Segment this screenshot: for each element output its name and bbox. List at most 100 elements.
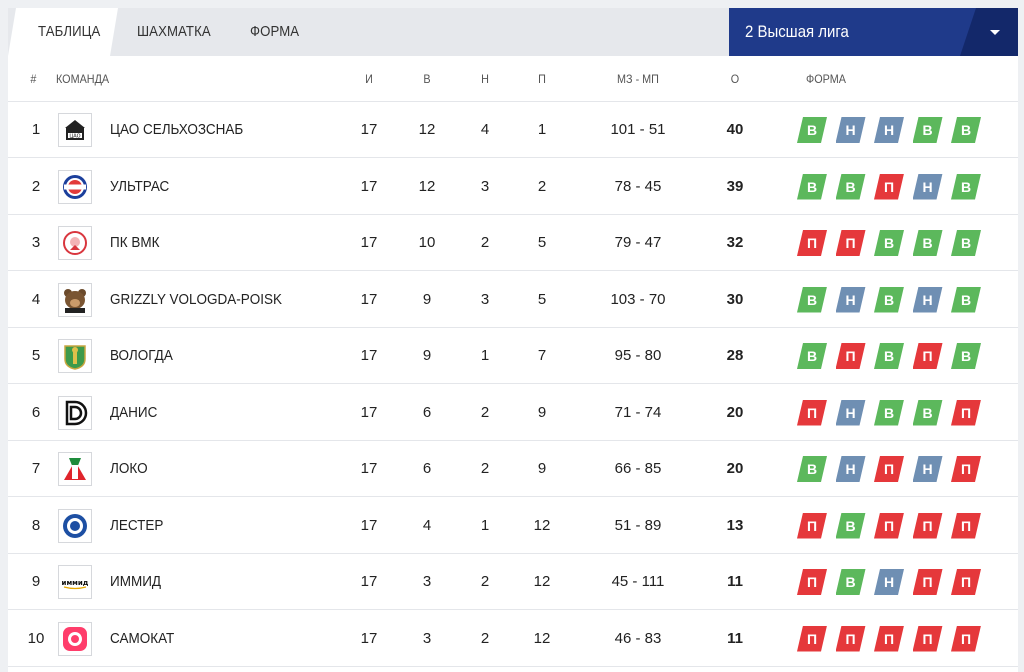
form-badge: В [951,173,981,200]
form-badge: П [835,230,866,256]
league-select-toggle[interactable] [960,8,1018,56]
draws: 1 [480,347,490,364]
team-name[interactable]: ИММИД [110,573,162,590]
team-name[interactable]: ВОЛОГДА [110,347,173,364]
form-badge: П [797,512,827,539]
form-badge: В [874,343,904,369]
row-position: 8 [31,516,41,534]
table-row[interactable]: 4 GRIZZLY VOLOGDA-POISK 17 9 3 5 103 - 70 30 В Н В… [8,272,1018,328]
team-name[interactable]: ДАНИС [110,403,158,421]
team-name[interactable]: УЛЬТРАС [110,177,170,195]
form-badge: В [912,117,943,143]
vologda-logo-icon[interactable] [58,339,92,373]
team-name[interactable]: GRIZZLY VOLOGDA-POISK [110,290,283,308]
form-badge: В [797,286,827,313]
form-badge: В [912,399,943,426]
draws: 1 [480,516,490,534]
form-badge: П [835,625,866,652]
form-badge: В [912,230,943,256]
tab-table[interactable]: ТАБЛИЦА [38,23,101,40]
svg-text:иммид: иммид [62,579,89,587]
wins: 9 [422,290,432,308]
header-goals: МЗ - МП [617,72,659,86]
header-team: КОМАНДА [56,72,110,86]
table-row[interactable]: 8 ЛЕСТЕР 17 4 1 12 51 - 89 13 П В П П П [8,498,1018,554]
draws: 2 [480,403,490,421]
wins: 3 [422,573,432,590]
ultras-logo-icon[interactable] [58,169,92,204]
row-position: 1 [31,121,41,138]
points: 39 [726,177,744,195]
team-name[interactable]: ЛЕСТЕР [110,516,164,534]
grizzly-logo-icon[interactable] [58,282,92,317]
draws: 2 [480,629,490,647]
form-badge: В [874,230,904,256]
wins: 12 [418,121,436,138]
table-row[interactable]: 6 ДАНИС 17 6 2 9 71 - 74 20 П Н В В П [8,385,1018,441]
form-badge: Н [835,117,866,143]
goals-for-against: 103 - 70 [610,290,666,308]
form-badge: П [951,399,981,426]
immid-logo-icon[interactable]: иммид [58,565,92,599]
form-badge: П [874,456,904,482]
danis-logo-icon[interactable] [58,395,92,430]
team-name[interactable]: САМОКАТ [110,629,175,647]
form-badge: П [874,512,904,539]
wins: 10 [418,234,436,251]
goals-for-against: 101 - 51 [610,121,666,138]
form-badge: В [835,173,866,200]
form-badge: П [912,343,943,369]
table-row[interactable]: 9 иммид ИММИД 17 3 2 12 45 - 111 11 П В Н П П [8,554,1018,610]
losses: 5 [537,234,547,251]
table-row[interactable]: 1 ЦАО ЦАО СЕЛЬХОЗСНАБ 17 12 4 1 101 - 51 40 В Н Н В В [8,102,1018,158]
games-played: 17 [360,177,378,195]
samokat-logo-icon[interactable] [58,621,92,656]
header-pos: # [30,72,37,86]
header-draws: Н [481,72,489,86]
form-badge: П [912,512,943,539]
row-position: 5 [31,347,41,364]
wins: 3 [422,629,432,647]
team-name[interactable]: ЦАО СЕЛЬХОЗСНАБ [110,121,244,138]
league-select[interactable]: 2 Высшая лига [729,8,1018,56]
points: 20 [726,403,744,421]
cao-logo-icon[interactable]: ЦАО [58,113,92,147]
table-row[interactable]: 3 ПК ВМК 17 10 2 5 79 - 47 32 П П В В В [8,215,1018,271]
standings-panel: ТАБЛИЦА ШАХМАТКА ФОРМА 2 Высшая лига # К… [8,8,1018,672]
form-badge: В [797,117,827,143]
form-badge: В [874,399,904,426]
tab-chessboard[interactable]: ШАХМАТКА [137,23,211,40]
table-row[interactable]: 10 САМОКАТ 17 3 2 12 46 - 83 11 П П П П П [8,611,1018,667]
form-badge: В [797,173,827,200]
row-position: 4 [31,290,41,308]
table-row[interactable]: 5 ВОЛОГДА 17 9 1 7 95 - 80 28 В П В П В [8,328,1018,384]
team-name[interactable]: ЛОКО [110,460,148,477]
row-position: 7 [31,460,41,477]
table-row[interactable]: 2 УЛЬТРАС 17 12 3 2 78 - 45 39 В В П Н В [8,159,1018,215]
games-played: 17 [360,234,378,251]
tab-form[interactable]: ФОРМА [250,23,300,40]
draws: 2 [480,460,490,477]
points: 11 [727,573,743,590]
pk-vmk-logo-icon[interactable] [58,226,92,260]
table-row[interactable]: 7 ЛОКО 17 6 2 9 66 - 85 20 В Н П Н П [8,441,1018,497]
wins: 6 [422,460,432,477]
form-badge: П [797,569,827,595]
games-played: 17 [360,516,378,534]
form-badge: П [912,569,943,595]
wins: 4 [422,516,432,534]
team-name[interactable]: ПК ВМК [110,234,160,251]
points: 30 [726,290,744,308]
form-badge: Н [912,456,943,482]
row-position: 6 [31,403,41,421]
tab-bar: ТАБЛИЦА ШАХМАТКА ФОРМА 2 Высшая лига [8,8,1018,56]
form-badge: В [797,343,827,369]
loko-logo-icon[interactable] [58,452,92,486]
goals-for-against: 71 - 74 [614,403,662,421]
table-header: # КОМАНДА И В Н П МЗ - МП О ФОРМА [8,56,1018,102]
form-badge: В [797,456,827,482]
losses: 9 [537,403,547,421]
form-badge: П [951,569,981,595]
lester-logo-icon[interactable] [58,508,92,543]
form-badge: В [951,117,981,143]
